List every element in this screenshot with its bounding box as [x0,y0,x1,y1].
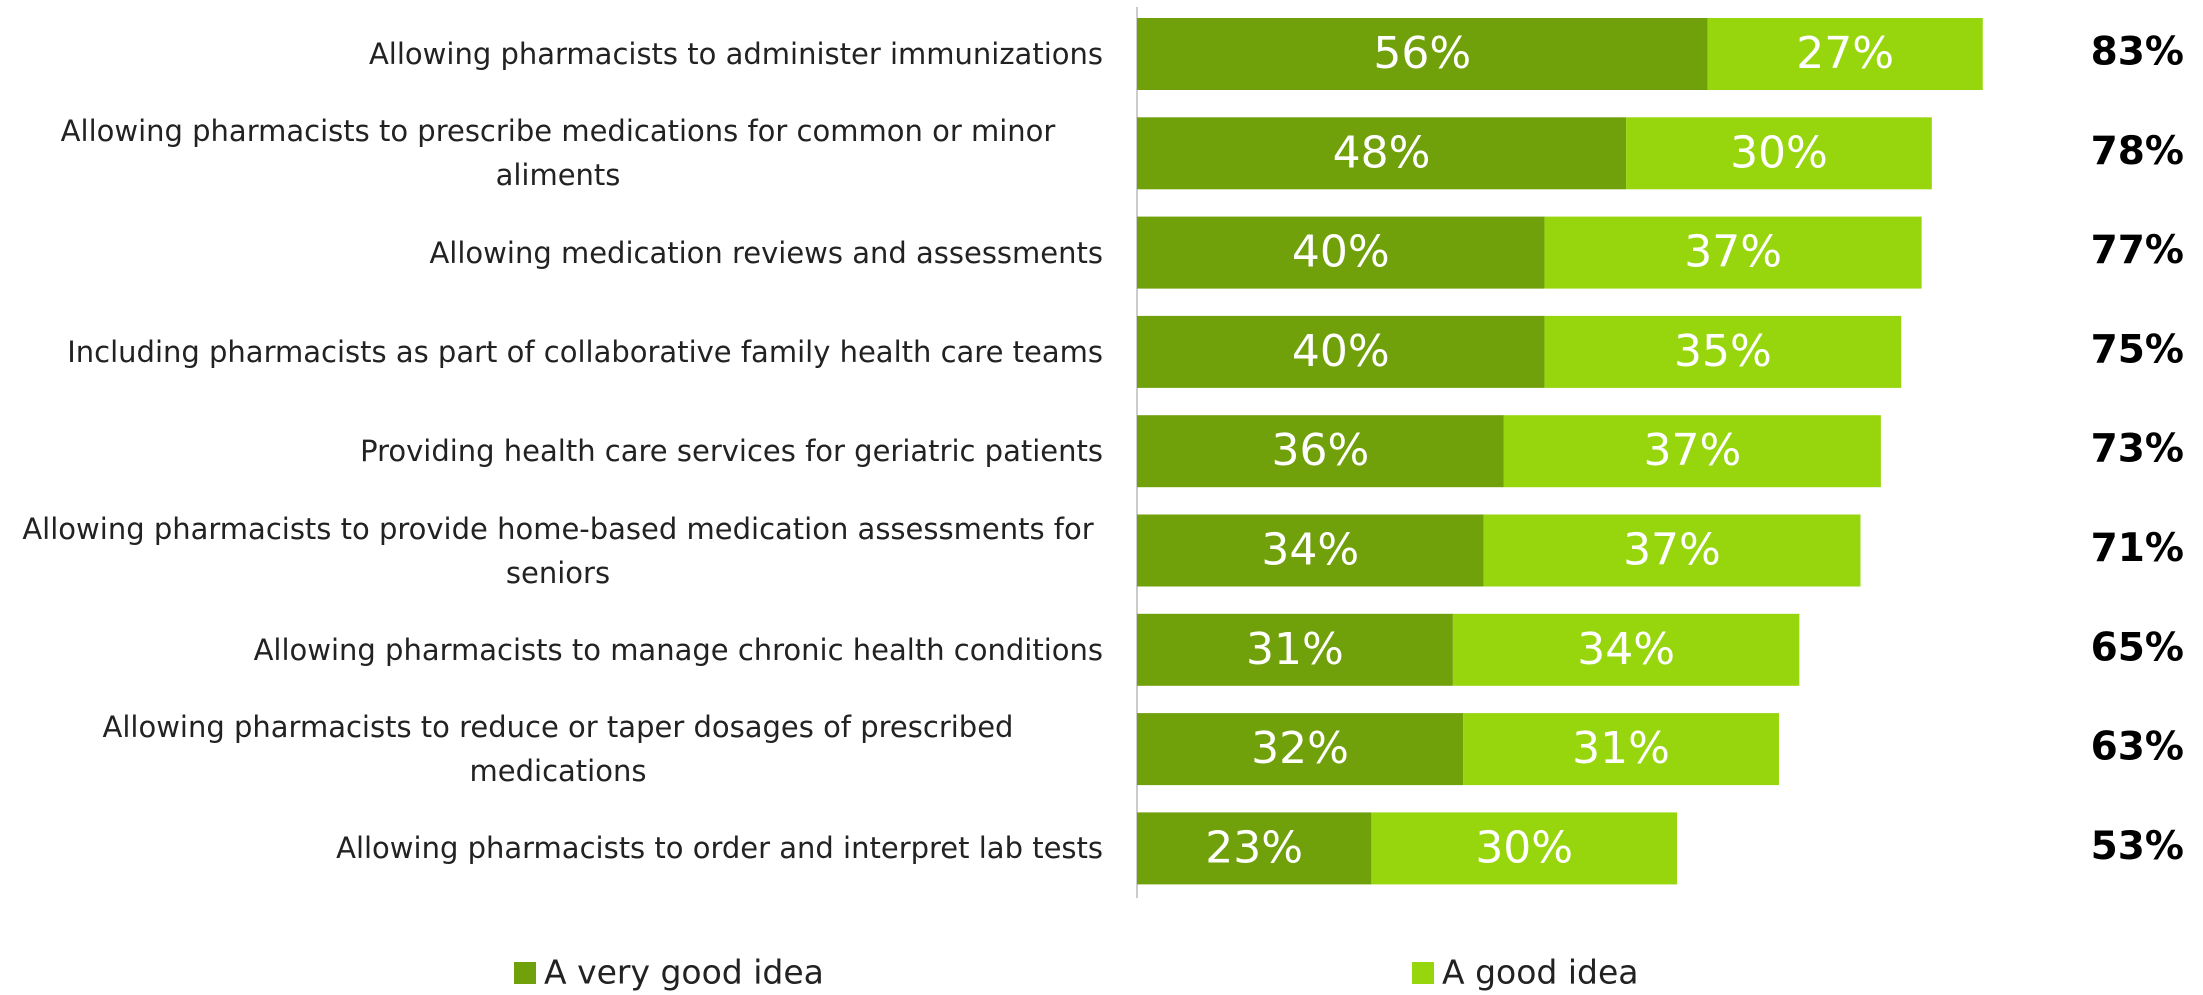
bar-segment [1544,315,1902,388]
category-label: Allowing pharmacists to prescribe medica… [0,109,1103,197]
bar-label: 23% [1205,822,1303,873]
bar-segment [1137,713,1464,786]
category-text: Providing health care services for geria… [360,434,1103,469]
category-label: Allowing pharmacists to order and interp… [0,826,1103,870]
total-label: 73% [2091,427,2184,472]
bar-label: 40% [1292,227,1390,278]
bar-label: 34% [1577,624,1675,675]
legend-label: A good idea [1442,953,1638,992]
bar-segment [1483,514,1861,587]
bar-segment [1137,613,1453,686]
category-text: Allowing pharmacists to manage chronic h… [253,632,1103,667]
bar-segment [1626,117,1932,190]
category-label: Allowing medication reviews and assessme… [0,231,1103,275]
bar-segment [1452,613,1800,686]
bar-label: 48% [1333,127,1431,178]
bar-label: 37% [1643,425,1741,476]
bar-segment [1463,713,1779,786]
bar-segment [1137,415,1504,488]
bar-label: 36% [1272,425,1370,476]
category-text: Allowing medication reviews and assessme… [429,235,1103,270]
bar-segment [1137,18,1708,90]
total-label: 65% [2091,625,2184,670]
bar-segment [1503,415,1881,488]
bar-segment [1137,514,1484,587]
total-label: 71% [2091,526,2184,571]
bar-label: 27% [1796,28,1894,79]
total-label: 53% [2091,824,2184,869]
bar-label: 34% [1261,525,1359,576]
bar-segment [1137,216,1545,289]
bar-label: 40% [1292,326,1390,377]
bar-segment [1137,315,1545,388]
category-text: Allowing pharmacists to provide home-bas… [22,511,1094,590]
total-label: 83% [2091,30,2184,75]
bar-segment [1544,216,1922,289]
total-label: 77% [2091,228,2184,273]
legend-swatch [1412,962,1434,984]
bar-label: 37% [1623,525,1721,576]
bar-segment [1137,812,1372,885]
bar-segment [1371,812,1678,885]
bar-segment [1707,18,1983,90]
bar-label: 32% [1251,723,1349,774]
category-text: Allowing pharmacists to administer immun… [368,37,1103,71]
total-label: 78% [2091,129,2184,174]
category-label: Providing health care services for geria… [0,429,1103,473]
category-text: Including pharmacists as part of collabo… [67,334,1103,369]
legend-swatch [514,962,536,984]
bar-segment [1137,117,1627,190]
category-label: Including pharmacists as part of collabo… [0,330,1103,374]
category-label: Allowing pharmacists to provide home-bas… [0,507,1103,595]
bar-label: 31% [1246,624,1344,675]
total-label: 75% [2091,327,2184,372]
bar-label: 35% [1674,326,1772,377]
category-label: Allowing pharmacists to manage chronic h… [0,628,1103,672]
bar-label: 30% [1475,822,1573,873]
bar-label: 31% [1572,723,1670,774]
bar-label: 37% [1684,227,1782,278]
category-text: Allowing pharmacists to reduce or taper … [102,710,1014,789]
bar-label: 30% [1730,127,1828,178]
legend-label: A very good idea [544,953,824,992]
category-label: Allowing pharmacists to reduce or taper … [0,705,1103,793]
category-label: Allowing pharmacists to administer immun… [0,32,1103,76]
total-label: 63% [2091,725,2184,770]
bar-label: 56% [1373,28,1471,79]
category-text: Allowing pharmacists to order and interp… [336,831,1103,866]
category-text: Allowing pharmacists to prescribe medica… [60,114,1056,193]
